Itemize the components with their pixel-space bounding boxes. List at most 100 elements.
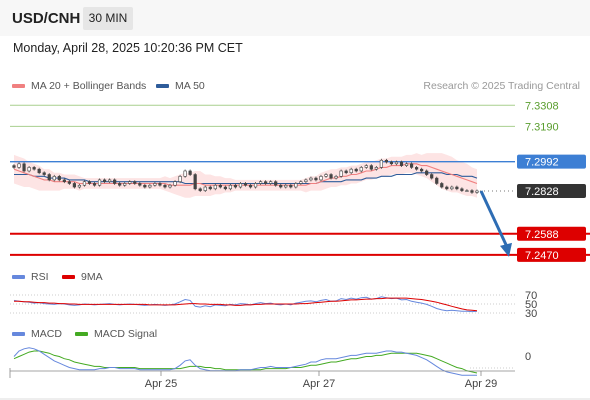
instrument-title: USD/CNH xyxy=(12,10,81,27)
candle-body xyxy=(228,184,233,190)
candle-body xyxy=(133,181,137,184)
legend-swatch-9ma xyxy=(62,275,75,280)
level-tag xyxy=(517,154,586,169)
candle-body xyxy=(409,163,414,168)
candle-body xyxy=(108,179,112,182)
candle-body xyxy=(299,181,303,184)
candle-body xyxy=(128,181,132,184)
macd-line xyxy=(13,347,477,376)
candle-body xyxy=(47,174,51,181)
candle-body xyxy=(450,186,454,190)
candle-body xyxy=(279,184,283,188)
candle-body xyxy=(314,177,318,181)
candle-body xyxy=(198,188,202,191)
interval-button[interactable]: 30 MIN xyxy=(83,7,133,30)
candle-body xyxy=(269,181,273,184)
candle-body xyxy=(238,183,243,188)
candle-body xyxy=(440,183,444,188)
candle-body xyxy=(82,181,87,186)
rsi-9ma-line xyxy=(14,297,478,312)
candle-body xyxy=(42,172,46,175)
legend-macd-signal-item: MACD Signal xyxy=(75,328,157,340)
candle-body xyxy=(470,190,474,193)
candle-body xyxy=(57,176,61,181)
candle-body xyxy=(430,174,434,179)
candle-body xyxy=(294,183,298,188)
candle-body xyxy=(163,184,167,188)
candle-body xyxy=(203,186,207,191)
candle-body xyxy=(475,190,479,193)
legend-label-ma50: MA 50 xyxy=(175,80,205,92)
candle-body xyxy=(183,170,187,177)
legend-swatch-ma20 xyxy=(12,84,25,89)
level-label: 7.2828 xyxy=(525,186,559,198)
candle-body xyxy=(37,168,41,174)
rsi-tick-label: 70 xyxy=(525,290,537,302)
candle-body xyxy=(178,176,182,182)
forecast-arrow-head xyxy=(500,242,512,257)
candle-body xyxy=(213,184,217,190)
legend-label-rsi: RSI xyxy=(31,271,49,283)
legend-main-item-ma20: MA 20 + Bollinger Bands xyxy=(12,80,146,92)
candle-body xyxy=(420,168,424,172)
candle-body xyxy=(208,186,212,190)
legend-rsi-item: RSI xyxy=(12,271,49,283)
candle-body xyxy=(97,179,102,186)
candle-body xyxy=(384,159,389,163)
candle-body xyxy=(354,168,358,172)
candle-body xyxy=(264,181,268,184)
candle-body xyxy=(465,190,469,192)
legend-swatch-rsi xyxy=(12,275,25,280)
candle-body xyxy=(460,188,464,191)
candle-body xyxy=(425,170,429,175)
candle-body xyxy=(102,179,107,182)
candle-body xyxy=(319,176,323,181)
candle-body xyxy=(339,170,343,177)
time-tick-label: Apr 25 xyxy=(145,378,177,390)
candle-body xyxy=(258,181,263,184)
macd-tick-label: 0 xyxy=(525,351,531,363)
legend-swatch-macd-signal xyxy=(75,332,88,337)
candle-body xyxy=(344,170,348,174)
candle-body xyxy=(148,184,152,188)
legend-swatch-macd xyxy=(12,332,25,337)
candle-body xyxy=(223,186,227,190)
candle-body xyxy=(248,184,253,188)
legend-label-macd-signal: MACD Signal xyxy=(94,328,158,340)
candle-body xyxy=(435,177,439,184)
legend-macd-item: MACD xyxy=(12,328,62,340)
candle-body xyxy=(349,168,353,174)
level-tag xyxy=(517,226,586,241)
candle-body xyxy=(334,176,338,179)
time-axis: Apr 25 Apr 27 Apr 29 xyxy=(0,368,590,400)
candle-body xyxy=(369,165,373,170)
candle-body xyxy=(67,181,71,184)
candle-body xyxy=(17,163,21,168)
rsi-tick-label: 50 xyxy=(525,299,537,311)
level-label: 7.2992 xyxy=(525,157,559,169)
candle-body xyxy=(32,167,36,170)
candle-body xyxy=(233,184,238,188)
level-tag xyxy=(517,183,586,198)
candle-body xyxy=(158,183,162,186)
price-panel: 7.3308 7.3190 7.2992 7.2828 7.2588 7.2470 xyxy=(10,100,590,262)
candle-body xyxy=(72,183,76,188)
header-bar: USD/CNH 30 MIN xyxy=(0,0,590,36)
legend-label-9ma: 9MA xyxy=(81,271,103,283)
level-tag xyxy=(517,247,586,262)
candle-body xyxy=(123,183,127,186)
candle-body xyxy=(113,179,117,184)
legend-label-macd: MACD xyxy=(31,328,62,340)
candle-body xyxy=(218,184,222,188)
candle-body xyxy=(329,174,333,179)
candle-body xyxy=(289,184,293,188)
candle-body xyxy=(389,161,394,165)
level-label: 7.3308 xyxy=(525,100,559,112)
candle-body xyxy=(415,167,419,170)
candle-body xyxy=(404,163,409,166)
rsi-tick-label: 30 xyxy=(525,308,537,320)
level-label: 7.3190 xyxy=(525,121,559,133)
candle-body xyxy=(153,183,157,186)
